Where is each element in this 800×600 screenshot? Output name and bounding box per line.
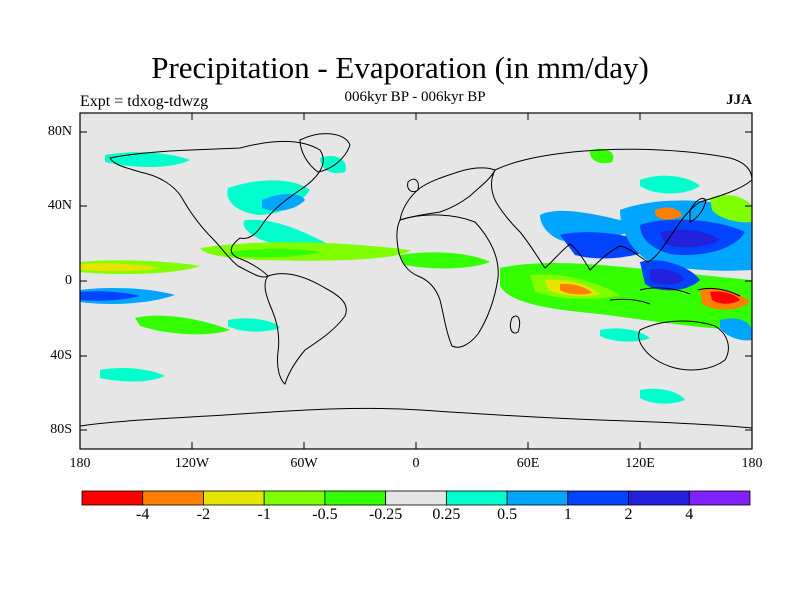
colorbar-swatch bbox=[142, 490, 204, 506]
colorbar bbox=[81, 490, 751, 506]
lat-label: 80N bbox=[47, 124, 72, 139]
coast-australia bbox=[638, 320, 729, 371]
field-patch bbox=[589, 148, 614, 164]
coastlines bbox=[80, 133, 752, 429]
lat-ticks bbox=[80, 131, 752, 431]
field-patch bbox=[710, 291, 740, 304]
lat-label: 40S bbox=[50, 348, 72, 363]
lon-label: 60E bbox=[516, 456, 540, 471]
colorbar-label: 4 bbox=[685, 506, 694, 523]
colorbar-swatch bbox=[688, 490, 751, 506]
field-patch bbox=[640, 175, 700, 194]
colorbar-label: 2 bbox=[624, 506, 633, 523]
field-patch bbox=[660, 229, 720, 248]
field-patch bbox=[80, 291, 140, 301]
lon-label: 120E bbox=[625, 456, 655, 471]
lon-label: 120W bbox=[174, 456, 210, 471]
experiment-label: Expt = tdxog-tdwzg bbox=[80, 93, 209, 110]
coast-japan bbox=[689, 197, 707, 223]
lat-label: 80S bbox=[50, 422, 72, 437]
colorbar-label: -0.25 bbox=[368, 506, 403, 523]
field-patch bbox=[400, 252, 490, 269]
colorbar-swatch bbox=[628, 490, 690, 506]
lon-label: 0 bbox=[412, 456, 420, 471]
coast-south-america bbox=[264, 273, 347, 385]
colorbar-label: -2 bbox=[196, 506, 211, 523]
field-patch bbox=[243, 219, 330, 250]
coast-madagascar bbox=[509, 315, 521, 334]
colorbar-swatch bbox=[506, 490, 569, 506]
lon-label: 180 bbox=[69, 456, 91, 471]
anomaly-field bbox=[80, 148, 752, 404]
colorbar-swatch bbox=[203, 490, 265, 506]
field-patch bbox=[710, 195, 752, 223]
plot-title: Precipitation - Evaporation (in mm/day) bbox=[151, 50, 649, 85]
season-label: JJA bbox=[726, 92, 752, 108]
coast-north-america bbox=[109, 141, 324, 278]
coast-africa bbox=[396, 214, 499, 348]
colorbar-label: -0.5 bbox=[312, 506, 338, 523]
colorbar-swatch bbox=[81, 490, 144, 506]
plot-subtitle: 006kyr BP - 006kyr BP bbox=[344, 89, 486, 105]
colorbar-label: -1 bbox=[257, 506, 271, 523]
colorbar-label: 0.25 bbox=[432, 506, 461, 523]
coast-indonesia bbox=[609, 287, 741, 305]
lat-label: 0 bbox=[65, 273, 72, 288]
colorbar-label: 1 bbox=[563, 506, 572, 523]
field-patch bbox=[720, 318, 752, 341]
coast-antarctica bbox=[80, 407, 752, 429]
field-patch bbox=[135, 315, 230, 335]
colorbar-swatch bbox=[385, 490, 447, 506]
coast-asia bbox=[490, 148, 752, 271]
colorbar-swatch bbox=[263, 490, 326, 506]
field-patch bbox=[80, 263, 160, 272]
field-patch bbox=[230, 249, 320, 258]
colorbar-swatch bbox=[567, 490, 629, 506]
coast-uk bbox=[407, 178, 419, 193]
colorbar-label: 0.5 bbox=[497, 506, 518, 523]
lon-label: 60W bbox=[290, 456, 318, 471]
field-patch bbox=[640, 388, 685, 404]
lon-label: 180 bbox=[741, 456, 763, 471]
colorbar-label: -4 bbox=[136, 506, 150, 523]
field-patch bbox=[600, 328, 650, 342]
field-patch bbox=[228, 318, 280, 332]
field-patch bbox=[655, 207, 682, 220]
field-patch bbox=[105, 152, 190, 167]
lon-ticks bbox=[79, 113, 753, 449]
field-patch bbox=[650, 268, 685, 285]
field-patch bbox=[100, 368, 165, 382]
colorbar-swatch bbox=[324, 490, 387, 506]
colorbar-swatch bbox=[445, 490, 508, 506]
coast-greenland bbox=[299, 133, 351, 173]
lat-label: 40N bbox=[47, 198, 72, 213]
field-patch bbox=[560, 283, 592, 295]
